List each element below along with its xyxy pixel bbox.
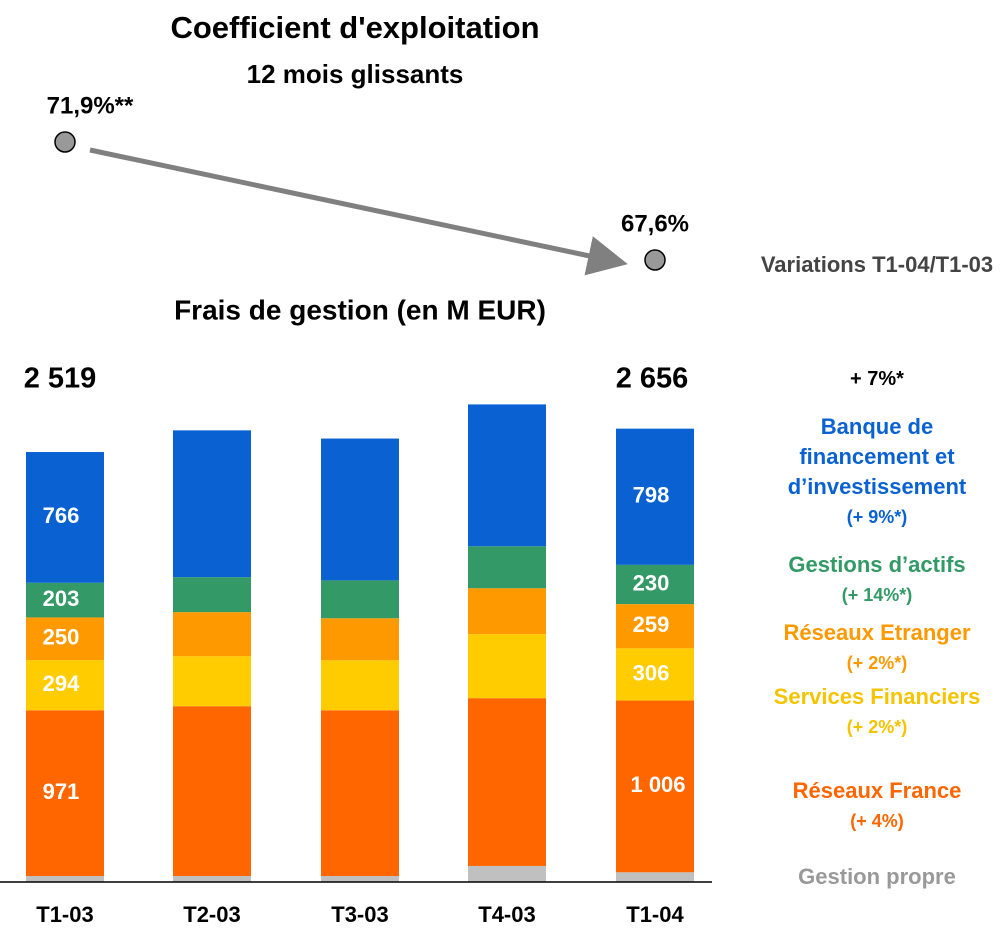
bar-segment [468,865,546,882]
legend-item: Banque de financement et d’investissemen… [762,412,992,532]
bar-segment [468,698,546,866]
variations-title: Variations T1-04/T1-03 [760,252,994,277]
legend-name: Gestion propre [798,864,956,889]
bar-segment [26,876,104,882]
bar-segment [616,700,694,873]
legend-item: Gestions d’actifs (+ 14%*) [742,550,1007,610]
value-label: 250 [43,625,80,650]
x-tick-label: T1-03 [36,902,93,927]
value-label: 230 [633,570,670,595]
value-label: 294 [43,671,80,696]
chart-title: Frais de gestion (en M EUR) [174,294,546,325]
legend-name: Gestions d’actifs [788,552,966,577]
bar-segment [173,876,251,882]
legend-item: Services Financiers (+ 2%*) [742,682,1007,742]
ratio-title: Coefficient d'exploitation [170,10,539,45]
bar-segment [173,430,251,578]
legend-variation: (+ 2%*) [846,653,908,673]
x-tick-label: T4-03 [478,902,535,927]
legend-name: Réseaux France [792,778,962,803]
bar-segment [616,604,694,649]
bar-segment [468,634,546,699]
value-label: 203 [43,586,80,611]
value-label: 766 [43,503,80,528]
bar-segment [173,706,251,877]
legend-name: Banque de financement et d’investissemen… [787,414,967,499]
x-tick-label: T1-04 [626,902,684,927]
legend-variation: (+ 2%*) [846,717,908,737]
bar-segment [468,546,546,589]
bar-segment [26,582,104,618]
bar-segment [26,660,104,711]
bar-segment [26,710,104,877]
ratio-point [54,131,76,153]
legend-variation: (+ 4%) [850,811,904,831]
value-label: 259 [633,612,670,637]
bar-segment [321,580,399,619]
bar-segment [173,656,251,707]
legend-variation: (+ 14%*) [841,585,913,605]
legend-item: Réseaux Etranger (+ 2%*) [742,618,1007,678]
total-label: 2 519 [24,363,97,395]
x-tick-label: T3-03 [331,902,388,927]
ratio-label: 67,6% [621,210,689,237]
x-tick-label: T2-03 [183,902,240,927]
bar-segment [616,648,694,701]
bar-segment [468,404,546,547]
ratio-point [644,249,666,271]
total-label: 2 656 [616,363,689,395]
value-label: 798 [633,483,670,508]
bar-segment [321,710,399,877]
value-label: 306 [633,660,670,685]
legend-variation: (+ 9%*) [846,507,908,527]
bar-segment [616,428,694,565]
value-label: 1 006 [630,772,685,797]
ratio-label: 71,9%** [47,92,134,119]
total-variation: + 7%* [850,368,904,390]
bar-segment [26,617,104,661]
bar-segment [321,438,399,581]
bar-segment [321,660,399,711]
legend-name: Réseaux Etranger [783,620,971,645]
value-label: 971 [43,779,80,804]
bar-segment [321,618,399,661]
bar-segment [321,876,399,882]
bar-segment [26,452,104,583]
bar-segment [616,872,694,882]
bar-segment [173,612,251,657]
bar-segment [616,564,694,605]
legend-name: Services Financiers [773,684,981,709]
legend-item: Réseaux France (+ 4%) [742,776,1007,836]
bar-segment [468,588,546,635]
legend-item: Gestion propre [742,862,1007,892]
bar-segment [173,577,251,613]
ratio-arrow [89,147,628,276]
ratio-subtitle: 12 mois glissants [247,59,464,89]
